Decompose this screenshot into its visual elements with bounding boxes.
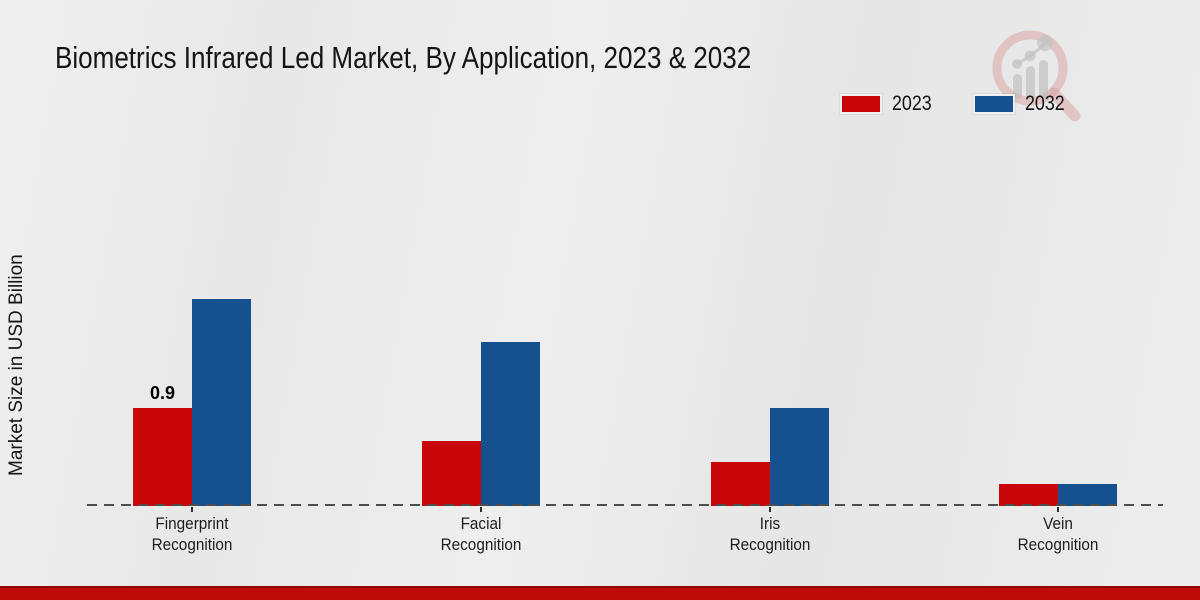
legend-item-2032[interactable]: 2032: [972, 92, 1072, 116]
x-axis-line: [87, 504, 1163, 506]
legend-swatch-2032: [972, 94, 1015, 114]
x-axis-tick-fingerprint-recognition: [191, 507, 193, 512]
bar-2023-fingerprint-recognition[interactable]: [133, 408, 192, 506]
category-label-fingerprint-recognition: Fingerprint Recognition: [151, 514, 233, 554]
legend-item-2023[interactable]: 2023: [840, 92, 939, 116]
bar-value-label-2023-fingerprint-recognition: 0.9: [149, 383, 176, 403]
bar-2023-vein-recognition[interactable]: [999, 484, 1059, 506]
x-axis-tick-vein-recognition: [1057, 507, 1060, 512]
category-label-iris-recognition: Iris Recognition: [729, 514, 810, 554]
bar-2032-facial-recognition[interactable]: [480, 342, 540, 506]
legend-label-2023: 2023: [892, 92, 932, 115]
bar-2032-fingerprint-recognition[interactable]: [192, 299, 251, 506]
legend-label-2032: 2032: [1024, 92, 1065, 115]
legend: 2023 2032: [840, 92, 1070, 116]
bar-2023-facial-recognition[interactable]: [421, 441, 481, 506]
chart-title: Biometrics Infrared Led Market, By Appli…: [55, 40, 752, 75]
footer-accent-bar: [0, 586, 1200, 600]
bar-2023-iris-recognition[interactable]: [710, 462, 770, 506]
category-label-facial-recognition: Facial Recognition: [440, 514, 522, 554]
bar-2032-iris-recognition[interactable]: [769, 408, 829, 506]
x-axis-tick-facial-recognition: [479, 507, 482, 512]
brand-watermark-icon: [992, 30, 1081, 122]
category-label-vein-recognition: Vein Recognition: [1017, 514, 1099, 554]
legend-swatch-2023: [840, 94, 882, 114]
x-axis-tick-iris-recognition: [768, 507, 771, 512]
bar-2032-vein-recognition[interactable]: [1058, 484, 1118, 506]
